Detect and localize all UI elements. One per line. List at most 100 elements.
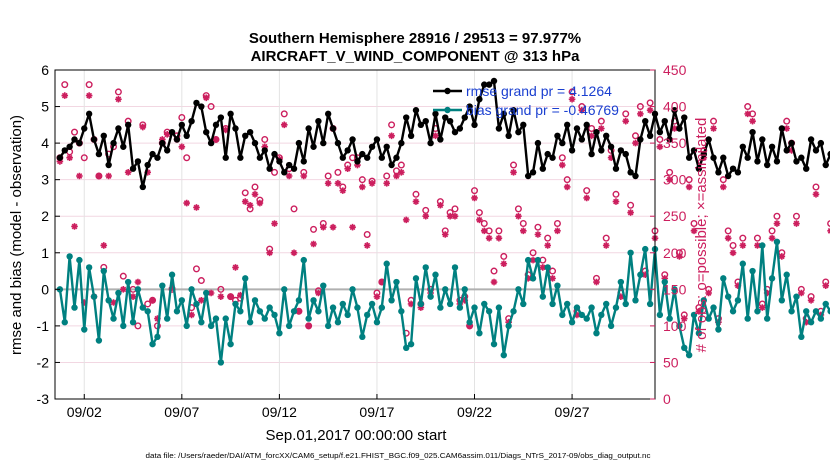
y-tick-label-right: 450 [663,62,687,78]
rmse-point [710,154,717,161]
obs-assimilated-point [466,322,473,330]
obs-assimilated-point [193,204,200,211]
bias-point [227,340,234,348]
obs-assimilated-point [724,234,732,242]
rmse-point [217,114,225,121]
obs-possible-point [495,227,503,235]
obs-possible-point [783,117,791,125]
bias-point [154,333,161,341]
bias-point [412,275,420,282]
obs-assimilated-point [300,172,308,180]
bias-point [90,293,98,300]
rmse-point [76,139,83,147]
bias-point [710,304,717,311]
rmse-point [173,136,181,143]
bias-point [149,340,156,348]
obs-assimilated-point [461,297,469,304]
bias-point [793,293,800,300]
legend-bias-label: bias grand pr = -0.46769 [466,102,619,118]
bias-point [798,333,805,341]
rmse-point [90,136,98,143]
obs-possible-point [241,189,249,197]
rmse-point [456,125,464,132]
rmse-point [71,136,78,143]
bias-point [490,340,498,348]
obs-assimilated-point [149,297,156,304]
obs-possible-point [744,103,752,111]
rmse-point [622,150,629,158]
rmse-point [349,136,356,143]
rmse-point [676,125,683,132]
obs-assimilated-point [417,304,425,311]
bias-point [120,322,127,330]
obs-assimilated-point [666,176,673,183]
bias-point [763,315,771,322]
obs-assimilated-point [773,220,781,227]
bias-point [720,275,727,282]
obs-assimilated-point [763,289,771,297]
obs-possible-point [514,205,522,213]
bias-point [276,330,283,337]
rmse-point [290,165,298,172]
obs-assimilated-point [324,180,332,187]
rmse-point [603,132,610,139]
bias-point [310,297,317,304]
rmse-point [388,161,395,169]
rmse-point [266,165,273,172]
bias-point [183,322,190,330]
bias-point [85,264,93,271]
bias-point [778,297,786,304]
legend-rmse-label: rmse grand pr = 4.1264 [466,83,612,99]
obs-possible-point [388,121,396,129]
bias-point [403,344,410,352]
bias-point [773,238,781,246]
obs-possible-point [739,234,747,242]
bias-point [749,267,756,275]
bias-point [256,308,264,315]
y-tick-label-left: -3 [37,391,50,407]
bias-point [373,319,381,326]
rmse-point [749,128,756,136]
bias-point [378,304,386,311]
bias-point [554,282,561,289]
bias-point [505,322,512,330]
rmse-point [524,172,532,180]
rmse-point [724,172,732,180]
obs-assimilated-point [271,220,278,227]
bias-point [520,300,527,308]
rmse-point [763,161,771,169]
bias-point [266,304,273,311]
obs-assimilated-point [602,242,610,249]
bias-point [368,300,376,308]
chart-title-line1: Southern Hemisphere 28916 / 29513 = 97.9… [249,30,581,47]
bias-point [476,330,483,337]
obs-assimilated-point [534,231,542,238]
obs-assimilated-series [56,92,830,330]
obs-assimilated-point [788,147,795,154]
rmse-point [393,154,400,161]
bias-point [285,322,293,330]
obs-assimilated-point [480,227,488,235]
bias-point [393,278,400,286]
obs-possible-point [217,285,225,293]
rmse-point [729,165,737,172]
bias-point [407,340,415,348]
rmse-point [700,150,707,158]
obs-assimilated-point [359,183,366,191]
rmse-point [120,143,127,150]
bias-point [95,337,103,344]
bias-point [656,311,664,319]
obs-assimilated-point [393,172,400,180]
rmse-point [632,172,639,180]
bias-point [661,278,668,286]
bias-point [349,286,356,293]
x-tick-label: 09/07 [164,404,199,420]
obs-assimilated-point [432,132,439,140]
rmse-point [105,161,112,169]
obs-possible-point [178,114,186,122]
bias-point [500,351,507,359]
x-axis-label: Sep.01,2017 00:00:00 start [266,427,448,444]
obs-assimilated-point [207,289,215,297]
bias-point [803,308,810,315]
